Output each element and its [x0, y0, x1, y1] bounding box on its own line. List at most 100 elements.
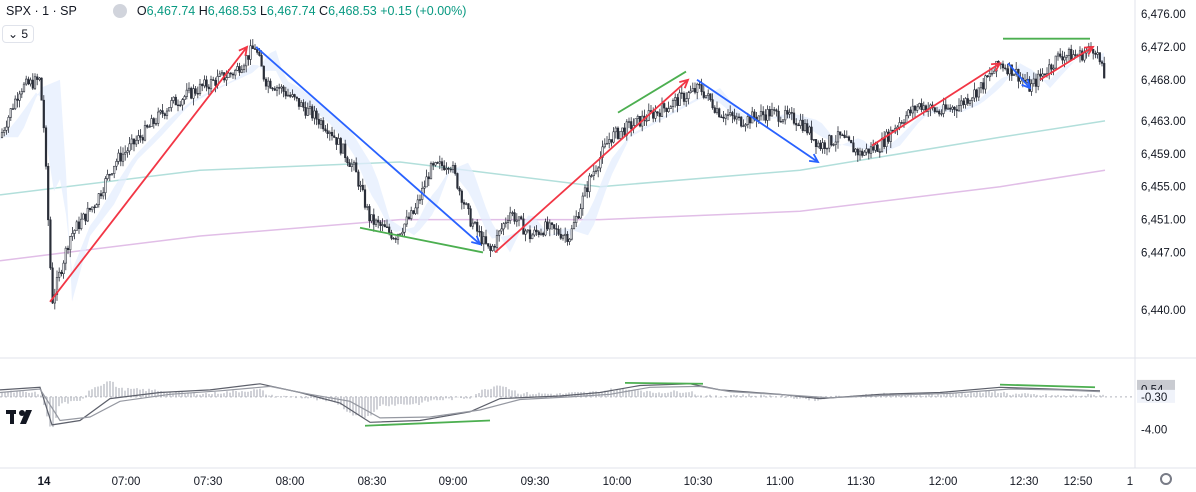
- candle-body: [20, 91, 23, 95]
- candle-body: [770, 109, 774, 117]
- blue-trend-arrow[interactable]: [696, 79, 819, 163]
- oscillator-pane: [0, 381, 1135, 428]
- price-tick-label: 6,463.00: [1141, 116, 1186, 128]
- candle-body: [282, 86, 285, 92]
- candle-body: [423, 186, 426, 189]
- candle-body: [194, 88, 197, 94]
- green-divergence-line[interactable]: [617, 70, 687, 114]
- candle-body: [861, 150, 864, 156]
- candle-body: [526, 229, 529, 232]
- candle-body: [350, 163, 353, 168]
- candle-body: [385, 226, 389, 228]
- tradingview-logo-icon[interactable]: [6, 408, 40, 428]
- symbol-name[interactable]: SPX · 1 · SP: [6, 4, 77, 18]
- time-axis[interactable]: 14 07:00 07:30 08:00 08:30 09:00 09:30 10:00 10:…: [38, 476, 1134, 488]
- candle-body: [1081, 50, 1084, 61]
- red-trend-arrow[interactable]: [49, 46, 248, 303]
- candle-body: [542, 232, 545, 236]
- interval-toggle[interactable]: ⌄ 5: [2, 25, 35, 43]
- candle-body: [676, 97, 679, 106]
- indicator-value-badge: [1137, 389, 1175, 403]
- candle-body: [671, 100, 675, 107]
- price-axis[interactable]: 6,476.00 6,472.00 6,468.00 6,463.00 6,459.00…: [1141, 9, 1186, 317]
- candle-body: [729, 112, 732, 116]
- candle-body: [454, 165, 457, 174]
- eye-icon[interactable]: [112, 4, 127, 18]
- time-tick-label: 1: [1127, 476, 1133, 488]
- gear-icon[interactable]: [1160, 473, 1172, 485]
- candle-body: [183, 96, 186, 100]
- candle-body: [698, 83, 701, 86]
- candle-body: [612, 131, 615, 143]
- candle-body: [674, 97, 677, 101]
- oscillator-line: [0, 383, 1101, 426]
- indicator-axis[interactable]: 0.840.54-0.30-4.00: [1137, 379, 1175, 436]
- candle-body: [449, 168, 452, 171]
- candle-body: [234, 70, 237, 76]
- candle-body: [187, 87, 191, 91]
- candle-body: [51, 267, 54, 304]
- candle-body: [355, 162, 358, 173]
- candle-body: [473, 221, 477, 224]
- candle-body: [9, 108, 12, 118]
- candle-body: [696, 83, 699, 93]
- candle-body: [126, 150, 129, 153]
- blue-trend-arrow[interactable]: [1007, 62, 1031, 89]
- candle-body: [634, 118, 637, 126]
- candle-body: [396, 234, 400, 240]
- time-tick-label: 12:30: [1010, 476, 1039, 488]
- low-value: 6,467.74: [266, 4, 316, 18]
- candle-body: [1054, 55, 1057, 69]
- candle-body: [702, 91, 705, 98]
- time-tick-label: 10:00: [603, 476, 632, 488]
- candle-body: [196, 93, 199, 95]
- candle-body: [75, 221, 78, 231]
- candle-body: [874, 144, 877, 151]
- green-divergence-line[interactable]: [359, 226, 484, 254]
- candle-body: [550, 222, 554, 225]
- candle-body: [964, 98, 967, 105]
- candle-body: [839, 131, 842, 136]
- candle-body: [665, 107, 668, 112]
- green-divergence-line[interactable]: [999, 383, 1096, 389]
- candle-body: [715, 108, 719, 113]
- candle-body: [352, 162, 356, 165]
- candle-body: [955, 109, 958, 112]
- candle-body: [561, 235, 565, 239]
- candle-body: [249, 45, 252, 60]
- candle-body: [64, 247, 67, 264]
- candle-body: [143, 125, 147, 141]
- blue-trend-arrow[interactable]: [255, 46, 481, 245]
- candle-body: [440, 161, 444, 166]
- candle-body: [124, 152, 127, 155]
- candle-body: [113, 165, 116, 174]
- candle-body: [214, 80, 217, 86]
- candle-body: [401, 231, 404, 235]
- candle-body: [951, 106, 954, 110]
- candle-body: [80, 218, 83, 230]
- candle-body: [1061, 56, 1064, 61]
- candle-body: [878, 151, 881, 153]
- green-divergence-line[interactable]: [624, 381, 704, 385]
- candle-body: [27, 78, 30, 85]
- candle-body: [566, 233, 569, 242]
- candle-body: [205, 79, 208, 88]
- candle-body: [128, 143, 131, 152]
- candle-body: [308, 106, 312, 109]
- candle-body: [722, 117, 725, 119]
- candle-body: [324, 128, 327, 132]
- candle-body: [942, 104, 945, 114]
- candle-body: [911, 105, 914, 114]
- candle-body: [539, 232, 543, 235]
- green-divergence-line[interactable]: [364, 419, 491, 427]
- red-trend-arrow[interactable]: [871, 62, 1001, 147]
- candle-body: [394, 238, 397, 240]
- red-trend-arrow[interactable]: [1039, 46, 1094, 81]
- candle-body: [1048, 64, 1051, 74]
- candle-body: [275, 87, 279, 91]
- candle-body: [414, 207, 417, 214]
- drawings[interactable]: [49, 37, 1095, 303]
- candle-body: [850, 140, 853, 144]
- red-trend-arrow[interactable]: [494, 79, 689, 254]
